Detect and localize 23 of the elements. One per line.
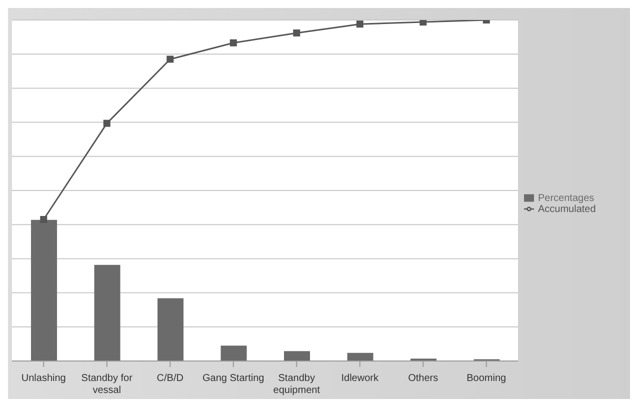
point [103, 120, 110, 127]
point [420, 20, 427, 26]
bar [347, 352, 374, 361]
point [230, 39, 237, 46]
x-tick-label: Others [408, 373, 438, 384]
x-tick-label: Gang Starting [202, 373, 264, 384]
bar [158, 298, 184, 361]
point [356, 20, 364, 28]
x-tick-label: Booming [466, 373, 506, 384]
x-tick-label: C/B/D [156, 373, 184, 384]
x-tick-label: Unlashing [21, 373, 66, 384]
bar [31, 220, 57, 361]
bar [94, 264, 120, 361]
bar [220, 346, 247, 361]
x-tick-label: Standby for vessal [81, 373, 134, 396]
legend-label: Accumulated [538, 204, 596, 214]
bar [284, 351, 310, 361]
legend-label: Percentages [538, 192, 594, 204]
point [40, 216, 48, 223]
point [166, 56, 174, 63]
x-tick-label: Standby equipment [273, 373, 320, 396]
point [293, 29, 300, 36]
x-tick-label: Idlework [341, 373, 380, 384]
